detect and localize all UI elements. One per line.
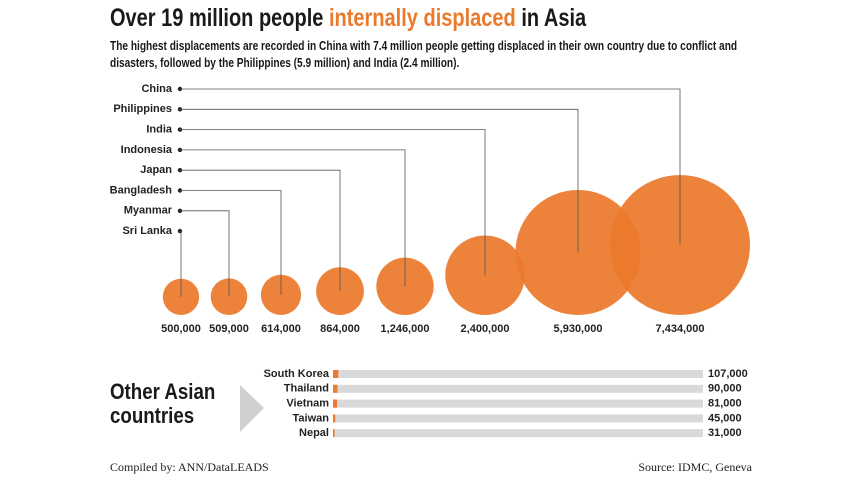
category-label: Nepal [299,427,329,439]
value-label: 509,000 [209,323,249,335]
footer-left: Compiled by: ANN/DataLEADS [110,460,269,474]
value-label: 90,000 [708,383,742,395]
title: Over 19 million people internally displac… [110,4,586,33]
category-label: Myanmar [124,205,173,217]
category-label: South Korea [264,368,330,380]
value-label: 500,000 [161,323,201,335]
bar [333,414,336,423]
arrow [240,385,264,432]
value-label: 45,000 [708,412,742,424]
bar-track [333,370,703,378]
value-label: 2,400,000 [461,323,510,335]
category-label: Japan [140,164,172,176]
subtitle: The highest displacements are recorded i… [110,38,738,70]
bar [333,429,335,438]
value-label: 5,930,000 [554,323,603,335]
category-label: India [146,124,173,136]
category-label: Taiwan [293,412,330,424]
bar-track [333,414,703,423]
leader-line [180,190,282,295]
leader-line [180,169,341,292]
bar [333,384,338,393]
category-label: Indonesia [121,144,173,156]
value-label: 864,000 [320,323,360,335]
category-label: Thailand [284,383,329,395]
leader-line [180,230,182,297]
category-label: Philippines [113,103,172,115]
category-label: Vietnam [286,398,329,410]
bar-track [333,384,703,393]
bubble [210,278,248,316]
value-label: 107,000 [708,368,748,380]
bar [333,399,338,408]
category-label: Sri Lanka [122,225,172,237]
value-label: 81,000 [708,398,742,410]
category-label: China [141,83,172,95]
category-label: Bangladesh [110,184,173,196]
bar [333,370,339,378]
leader-line [180,108,579,253]
title-segment: internally displaced [329,4,516,32]
leader-line [180,210,230,297]
leader-line [180,88,681,245]
leader-line [180,149,406,287]
bar-track [333,429,703,438]
value-label: 7,434,000 [656,323,705,335]
bar-track [333,399,703,408]
side-title: Other Asian countries [110,379,216,428]
leader-line [180,129,486,276]
title-segment: Over 19 million people [110,4,324,32]
value-label: 1,246,000 [381,323,430,335]
footer-right: Source: IDMC, Geneva [638,460,752,474]
value-label: 31,000 [708,427,742,439]
title-segment: in Asia [521,4,587,32]
bubble [162,278,200,316]
value-label: 614,000 [261,323,301,335]
